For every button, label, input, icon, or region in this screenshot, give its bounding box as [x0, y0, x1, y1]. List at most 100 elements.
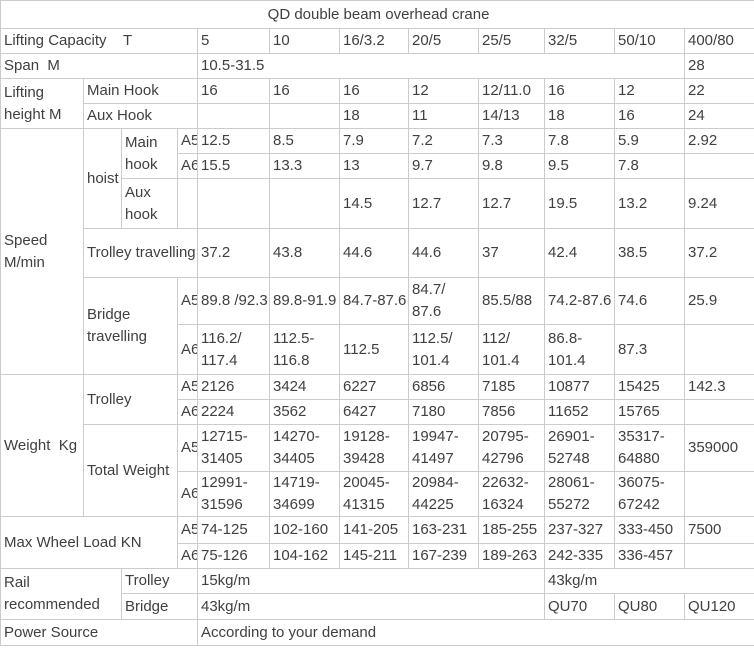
trolley-weight-a5-value: 3424 [269, 374, 340, 400]
label-a6: A6 [177, 471, 198, 517]
trolley-weight-a6-value: 11652 [544, 399, 615, 425]
label-a6: A6 [177, 153, 198, 179]
capacity-value: 10 [269, 28, 340, 54]
trolley-weight-a5-value: 6227 [339, 374, 409, 400]
main-hook-height-value: 12 [614, 78, 685, 104]
main-hook-height-value: 12/11.0 [478, 78, 545, 104]
trolley-weight-a5-value: 2126 [197, 374, 270, 400]
trolley-weight-a6-value: 3562 [269, 399, 340, 425]
total-weight-a5-value: 26901- 52748 [544, 424, 615, 472]
capacity-value: 16/3.2 [339, 28, 409, 54]
bridge-a5-value: 89.8-91.9 [269, 277, 340, 325]
main-hook-height-value: 16 [269, 78, 340, 104]
bridge-a5-value: 84.7-87.6 [339, 277, 409, 325]
label-a5: A5 [177, 374, 198, 400]
capacity-value: 32/5 [544, 28, 615, 54]
hoist-main-a5-value: 2.92 [683, 128, 754, 154]
main-hook-height-value: 16 [339, 78, 409, 104]
row-hoist-aux: Aux hook 14.5 12.7 12.7 19.5 13.2 9.24 [1, 178, 754, 229]
bridge-a6-value: 112.5 [339, 324, 409, 375]
max-wheel-a5-value: 333-450 [614, 516, 685, 544]
hoist-main-a6-value [683, 153, 754, 179]
hoist-main-a6-value: 7.8 [614, 153, 685, 179]
trolley-travelling-value: 37.2 [683, 228, 754, 278]
bridge-a5-value: 74.2-87.6 [544, 277, 615, 325]
main-hook-height-value: 16 [544, 78, 615, 104]
label-rail-recommended: Rail recommended [0, 568, 122, 620]
label-rail-bridge: Bridge [121, 593, 198, 620]
bridge-a6-value: 112.5/ 101.4 [408, 324, 479, 375]
rail-bridge-qu-value: QU80 [614, 593, 685, 620]
row-hoist-main-a5: Speed M/min hoist Main hook A5 12.5 8.5 … [0, 128, 754, 375]
max-wheel-a5-value: 141-205 [339, 516, 409, 544]
main-hook-height-value: 16 [197, 78, 270, 104]
hoist-aux-value [197, 178, 270, 229]
row-main-hook-height: Lifting height M Main Hook 16 16 16 12 1… [0, 78, 754, 129]
max-wheel-a6-value: 167-239 [408, 543, 479, 569]
row-total-weight-a6: A6 12991- 31596 14719- 34699 20045- 4131… [1, 471, 754, 517]
aux-hook-height-value [197, 103, 270, 129]
row-title: QD double beam overhead crane [0, 0, 754, 29]
bridge-a6-value [683, 324, 754, 375]
capacity-value: 5 [197, 28, 270, 54]
trolley-weight-a5-value: 7185 [478, 374, 545, 400]
bridge-a6-value: 116.2/ 117.4 [197, 324, 270, 375]
max-wheel-a6-value: 145-211 [339, 543, 409, 569]
label-total-weight: Total Weight [83, 424, 178, 517]
bridge-a5-value: 25.9 [683, 277, 754, 325]
main-hook-height-value: 22 [683, 78, 754, 104]
label-max-wheel-load: Max Wheel Load KN [0, 516, 178, 569]
trolley-travelling-value: 37 [478, 228, 545, 278]
hoist-main-a5-value: 5.9 [614, 128, 685, 154]
row-power-source: Power Source According to your demand [0, 619, 754, 646]
hoist-main-a5-value: 12.5 [197, 128, 270, 154]
hoist-aux-value: 12.7 [478, 178, 545, 229]
bridge-a6-value: 112.5- 116.8 [269, 324, 340, 375]
total-weight-a6-value: 12991- 31596 [197, 471, 270, 517]
row-max-wheel-a6: A6 75-126 104-162 145-211 167-239 189-26… [1, 543, 754, 569]
hoist-aux-value [269, 178, 340, 229]
max-wheel-a5-value: 185-255 [478, 516, 545, 544]
label-aux-hook: Aux Hook [83, 103, 198, 129]
total-weight-a5-value: 20795- 42796 [478, 424, 545, 472]
row-trolley-travelling: Trolley travelling 37.2 43.8 44.6 44.6 3… [1, 228, 754, 278]
label-hoist: hoist [83, 128, 122, 229]
trolley-weight-a5-value: 6856 [408, 374, 479, 400]
total-weight-a5-value: 359000 [683, 424, 754, 472]
trolley-travelling-value: 43.8 [269, 228, 340, 278]
hoist-main-a5-value: 8.5 [269, 128, 340, 154]
capacity-value: 50/10 [614, 28, 685, 54]
trolley-weight-a6-value: 7180 [408, 399, 479, 425]
trolley-travelling-value: 38.5 [614, 228, 685, 278]
aux-hook-height-value: 18 [544, 103, 615, 129]
label-lifting-height: Lifting height M [0, 78, 84, 129]
capacity-value: 25/5 [478, 28, 545, 54]
label-a6: A6 [177, 399, 198, 425]
rail-bridge-qu-value: QU120 [683, 593, 754, 620]
row-span: Span M 10.5-31.5 28 [0, 53, 754, 79]
label-a5: A5 [177, 128, 198, 154]
trolley-weight-a5-value: 142.3 [683, 374, 754, 400]
label-main-hook: Main Hook [83, 78, 198, 104]
total-weight-a6-value: 14719- 34699 [269, 471, 340, 517]
label-bridge-travelling: Bridge travelling [83, 277, 178, 375]
hoist-main-a5-value: 7.2 [408, 128, 479, 154]
capacity-value: 20/5 [408, 28, 479, 54]
trolley-weight-a6-value: 15765 [614, 399, 685, 425]
label-a5: A5 [177, 277, 198, 325]
hoist-main-a5-value: 7.8 [544, 128, 615, 154]
hoist-main-a6-value: 13 [339, 153, 409, 179]
hoist-main-a5-value: 7.3 [478, 128, 545, 154]
trolley-travelling-value: 44.6 [339, 228, 409, 278]
label-rail-trolley: Trolley [121, 568, 198, 594]
aux-hook-height-value: 24 [683, 103, 754, 129]
total-weight-a6-value: 20045- 41315 [339, 471, 409, 517]
cell-empty [177, 178, 198, 229]
row-rail-bridge: Bridge 43kg/m QU70 QU80 QU120 [1, 593, 754, 620]
total-weight-a5-value: 19128- 39428 [339, 424, 409, 472]
total-weight-a5-value: 35317- 64880 [614, 424, 685, 472]
max-wheel-a5-value: 7500 [683, 516, 754, 544]
hoist-aux-value: 14.5 [339, 178, 409, 229]
